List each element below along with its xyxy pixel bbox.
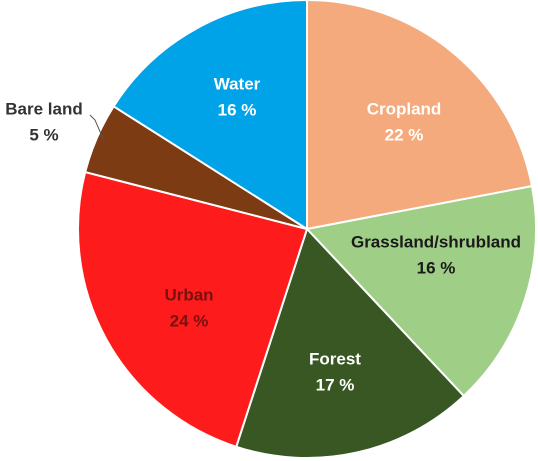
- pie-slice: [112, 0, 308, 231]
- value-label: 17 %: [316, 375, 355, 394]
- value-label: 22 %: [385, 125, 424, 144]
- slice-label: Forest: [309, 349, 361, 368]
- leader-line: [89, 114, 105, 142]
- slice-label: Bare land: [5, 99, 82, 118]
- slice-label: Grassland/shrubland: [351, 232, 521, 251]
- value-label: 24 %: [170, 311, 209, 330]
- pie-slice: [305, 184, 537, 398]
- value-label: 16 %: [417, 258, 456, 277]
- pie-slice: [77, 170, 309, 449]
- value-label: 5 %: [29, 125, 58, 144]
- slice-label: Urban: [164, 285, 213, 304]
- pie-slice: [234, 227, 466, 459]
- slice-label: Water: [214, 74, 261, 93]
- value-label: 16 %: [218, 100, 257, 119]
- pie-slice: [306, 0, 534, 231]
- slice-label: Cropland: [367, 99, 442, 118]
